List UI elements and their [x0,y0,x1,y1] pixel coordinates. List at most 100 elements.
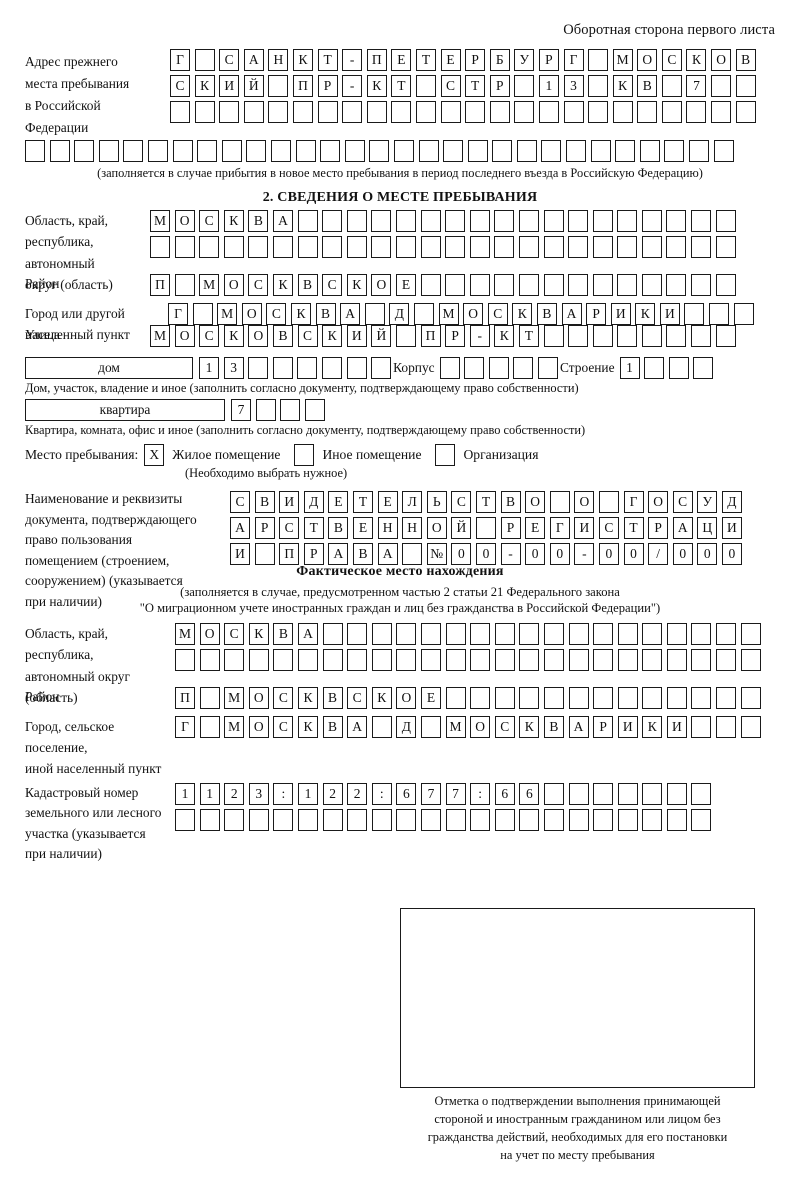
char-cell[interactable] [395,209,416,232]
char-cell[interactable] [322,808,343,831]
char-cell[interactable]: 3 [223,356,244,379]
char-cell[interactable] [568,209,589,232]
char-cell[interactable] [568,648,589,671]
char-cell[interactable] [492,140,513,162]
char-cell[interactable] [514,101,535,123]
char-cell[interactable] [543,782,564,805]
char-cell[interactable]: В [328,517,349,539]
char-cell[interactable] [494,273,515,296]
stay-type-checkbox[interactable] [435,443,456,466]
char-cell[interactable]: К [612,75,633,97]
char-cell[interactable] [420,273,441,296]
char-cell[interactable] [445,273,466,296]
char-cell[interactable] [713,140,734,162]
char-cell[interactable] [641,209,662,232]
char-cell[interactable] [297,808,318,831]
char-cell[interactable]: Т [317,49,338,71]
char-cell[interactable] [371,715,392,738]
char-cell[interactable]: К [223,209,244,232]
char-cell[interactable] [691,715,712,738]
char-cell[interactable] [716,622,737,645]
char-cell[interactable] [592,209,613,232]
char-cell[interactable] [147,140,168,162]
char-cell[interactable] [320,140,341,162]
char-cell[interactable] [224,648,245,671]
char-cell[interactable]: 2 [347,782,368,805]
char-cell[interactable]: К [194,75,215,97]
char-cell[interactable]: Т [415,49,436,71]
stay-type-options[interactable]: X Жилое помещение Иное помещение Организаци… [138,443,538,466]
char-cell[interactable] [268,101,289,123]
char-cell[interactable]: В [637,75,658,97]
char-cell[interactable] [295,140,316,162]
char-cell[interactable] [666,686,687,709]
char-cell[interactable]: Е [328,491,349,513]
char-cell[interactable] [322,235,343,258]
char-cell[interactable] [740,715,761,738]
char-cell[interactable]: П [175,686,195,709]
char-cell[interactable]: Л [402,491,423,513]
char-cell[interactable] [588,101,609,123]
char-cell[interactable] [371,209,392,232]
char-cell[interactable]: Н [377,517,398,539]
char-cell[interactable]: Т [623,517,644,539]
char-cell[interactable] [371,235,392,258]
confirmation-stamp-box[interactable] [400,908,755,1088]
char-cell[interactable]: 7 [420,782,441,805]
char-cell[interactable]: О [241,302,262,325]
char-cell[interactable] [641,273,662,296]
char-cell[interactable]: В [735,49,756,71]
char-cell[interactable] [304,399,325,421]
char-cell[interactable]: В [536,302,557,325]
char-cell[interactable]: Р [465,49,486,71]
char-cell[interactable]: П [279,543,300,565]
char-cell[interactable]: Е [377,491,398,513]
char-cell[interactable]: 0 [721,543,742,565]
char-cell[interactable] [691,324,712,347]
char-cell[interactable]: К [290,302,311,325]
char-cell[interactable]: О [574,491,595,513]
char-cell[interactable]: Р [586,302,607,325]
char-cell[interactable] [642,648,663,671]
char-cell[interactable] [396,648,417,671]
char-cell[interactable] [420,235,441,258]
char-cell[interactable]: 1 [199,782,220,805]
char-cell[interactable]: С [199,324,220,347]
char-cell[interactable] [243,101,264,123]
char-cell[interactable] [666,324,687,347]
char-cell[interactable]: К [292,49,313,71]
char-cell[interactable] [494,686,515,709]
char-cell[interactable]: - [469,324,490,347]
char-cell[interactable]: Д [389,302,410,325]
char-cell[interactable] [371,808,392,831]
char-cell[interactable] [642,622,663,645]
char-cell[interactable]: К [642,715,663,738]
char-cell[interactable] [541,140,562,162]
document-row-3[interactable]: И П Р А В А № 0 0-0 0-0 0/0 0 0 [230,543,742,565]
char-cell[interactable] [715,273,736,296]
char-cell[interactable]: А [377,543,398,565]
char-cell[interactable]: 6 [494,782,515,805]
char-cell[interactable] [297,235,318,258]
char-cell[interactable]: К [322,324,343,347]
char-cell[interactable] [568,273,589,296]
char-cell[interactable] [322,648,343,671]
char-cell[interactable]: : [371,782,392,805]
char-cell[interactable]: П [366,49,387,71]
char-cell[interactable] [248,356,269,379]
char-cell[interactable] [346,356,367,379]
char-cell[interactable]: О [199,622,220,645]
char-cell[interactable] [346,209,367,232]
char-cell[interactable] [98,140,119,162]
char-cell[interactable]: 1 [538,75,559,97]
char-cell[interactable]: С [170,75,190,97]
char-cell[interactable]: С [230,491,250,513]
char-cell[interactable]: Е [525,517,546,539]
char-cell[interactable]: С [279,517,300,539]
